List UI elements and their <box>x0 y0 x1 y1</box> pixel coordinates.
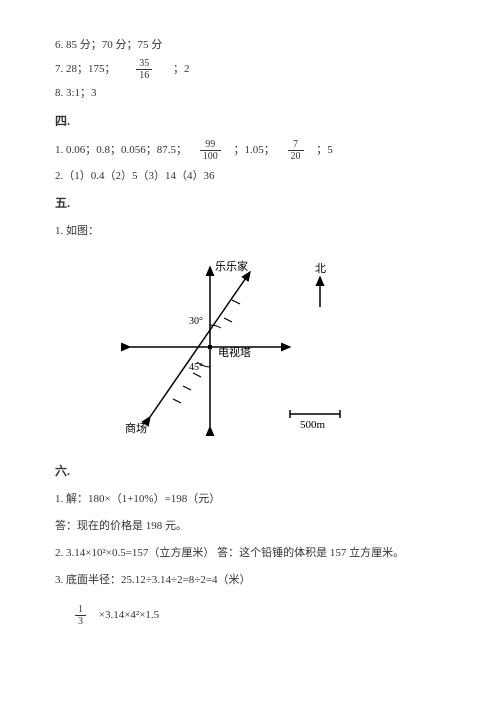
s6-q1b: 答：现在的价格是 198 元。 <box>55 516 445 537</box>
frac-num: 7 <box>288 139 304 151</box>
s4-q1: 1. 0.06；0.8；0.056；87.5； 99 100 ；1.05； 7 … <box>55 139 445 162</box>
frac-num: 99 <box>200 139 221 151</box>
frac-num: 35 <box>136 58 152 70</box>
s6-q3a: 3. 底面半径：25.12÷3.14÷2=8÷2=4（米） <box>55 570 445 591</box>
section-6-heading: 六. <box>55 460 445 483</box>
q7-part-b: ；2 <box>173 63 190 75</box>
s6q3-frac: 1 3 <box>75 604 86 627</box>
frac-num: 1 <box>75 604 86 616</box>
frac-den: 100 <box>200 151 221 162</box>
s6-q2: 2. 3.14×10²×0.5=157（立方厘米） 答：这个铅锤的体积是 157… <box>55 543 445 564</box>
geometry-diagram: 乐乐家 北 电视塔 商场 500m 30° 45° <box>115 252 445 450</box>
s4q1-a: 1. 0.06；0.8；0.056；87.5； <box>55 144 187 156</box>
s6q3-b: ×3.14×4²×1.5 <box>99 609 159 621</box>
svg-text:45°: 45° <box>189 362 203 373</box>
s6-q3-formula: 1 3 ×3.14×4²×1.5 <box>73 604 445 627</box>
line-q7: 7. 28；175； 35 16 ；2 <box>55 58 445 81</box>
q7-part-a: 7. 28；175； <box>55 63 116 75</box>
s4q1-c: ；5 <box>316 144 333 156</box>
svg-text:北: 北 <box>315 262 326 275</box>
s6-q1a: 1. 解：180×（1+10%）=198（元） <box>55 489 445 510</box>
line-q6: 6. 85 分；70 分；75 分 <box>55 35 445 56</box>
svg-text:电视塔: 电视塔 <box>218 345 251 359</box>
diagram-svg: 乐乐家 北 电视塔 商场 500m 30° 45° <box>115 252 355 442</box>
svg-text:30°: 30° <box>189 316 203 327</box>
frac-den: 3 <box>75 616 86 627</box>
svg-text:500m: 500m <box>300 419 326 431</box>
q7-fraction: 35 16 <box>136 58 152 81</box>
frac-den: 16 <box>136 70 152 81</box>
svg-text:商场: 商场 <box>125 421 147 435</box>
s4q1-frac1: 99 100 <box>200 139 221 162</box>
frac-den: 20 <box>288 151 304 162</box>
svg-text:乐乐家: 乐乐家 <box>215 259 248 273</box>
section-5-heading: 五. <box>55 192 445 215</box>
s4q1-frac2: 7 20 <box>288 139 304 162</box>
s4q1-b: ；1.05； <box>234 144 275 156</box>
s5-q1: 1. 如图： <box>55 221 445 242</box>
s4-q2: 2.（1）0.4（2）5（3）14（4）36 <box>55 166 445 187</box>
line-q8: 8. 3:1；3 <box>55 83 445 104</box>
section-4-heading: 四. <box>55 110 445 133</box>
